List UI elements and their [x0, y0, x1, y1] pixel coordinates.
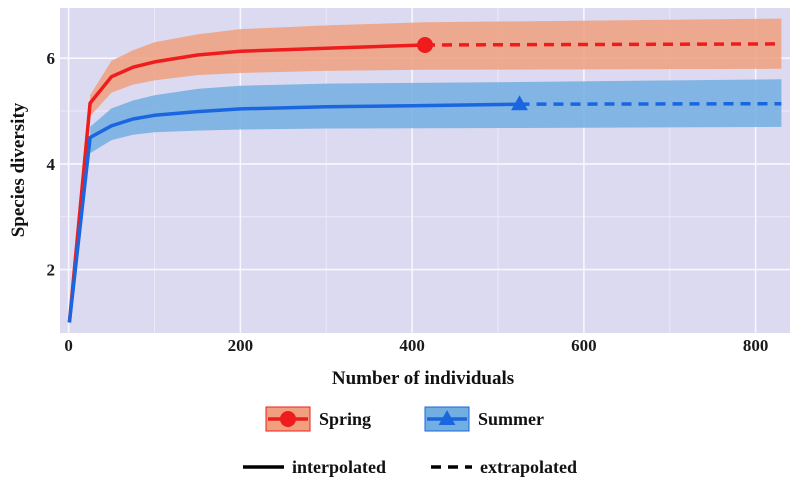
confidence-band-spring — [90, 18, 782, 117]
interpolated-line-spring — [67, 43, 426, 323]
observed-point-spring — [417, 36, 433, 53]
legend-marker-spring — [280, 411, 296, 427]
y-tick-label: 4 — [47, 155, 56, 174]
x-tick-label: 600 — [571, 336, 597, 355]
legend-label-summer: Summer — [478, 409, 544, 429]
observed-markers — [417, 36, 528, 111]
series-legend: Spring Summer — [265, 406, 544, 432]
observed-point-summer — [511, 95, 528, 111]
legend-label-spring: Spring — [319, 409, 371, 429]
y-tick-label: 2 — [47, 261, 56, 280]
tick-labels: 0 200 400 600 800 2 4 6 — [47, 49, 769, 355]
y-axis-title: Species diversity — [8, 102, 29, 237]
x-tick-label: 400 — [399, 336, 425, 355]
confidence-bands — [90, 18, 782, 154]
legend-linetype-label-interpolated: interpolated — [292, 457, 386, 477]
x-axis-title: Number of individuals — [332, 368, 514, 389]
legend-marker-summer — [438, 410, 456, 425]
extrapolated-line-summer — [519, 101, 782, 106]
extrapolated-line-spring — [424, 42, 782, 47]
linetype-legend: interpolated extrapolated — [243, 457, 577, 477]
legend-linetype-label-extrapolated: extrapolated — [480, 457, 577, 477]
x-tick-label: 0 — [64, 336, 73, 355]
x-tick-label: 800 — [743, 336, 769, 355]
confidence-band-summer — [90, 79, 782, 154]
series-lines — [67, 42, 782, 323]
y-tick-label: 6 — [47, 49, 56, 68]
x-tick-label: 200 — [228, 336, 254, 355]
interpolated-line-summer — [67, 102, 520, 323]
